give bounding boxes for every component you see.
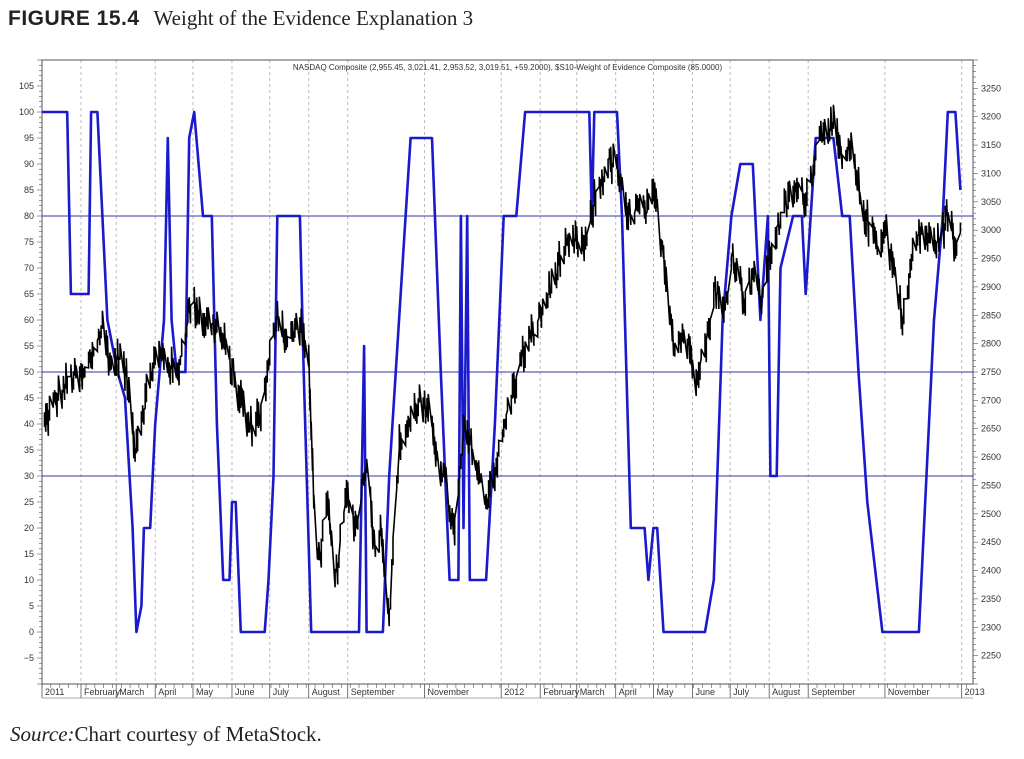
left-axis-tick-label: 95 <box>24 133 34 143</box>
left-axis-tick-label: 60 <box>24 315 34 325</box>
date-axis-label: May <box>196 687 214 697</box>
left-axis-tick-label: 50 <box>24 367 34 377</box>
date-axis-label: April <box>619 687 637 697</box>
date-axis-label: February <box>543 687 580 697</box>
left-axis-tick-label: 75 <box>24 237 34 247</box>
nasdaq-composite-price-line <box>43 104 962 627</box>
date-axis-label: March <box>580 687 605 697</box>
right-axis-tick-label: 2900 <box>981 282 1001 292</box>
left-axis-tick-label: −5 <box>24 653 34 663</box>
figure-source: Source:Chart courtesy of MetaStock. <box>10 722 322 747</box>
date-axis-label: November <box>427 687 469 697</box>
right-axis-tick-label: 2250 <box>981 651 1001 661</box>
right-axis-tick-label: 3100 <box>981 168 1001 178</box>
left-axis-tick-label: 30 <box>24 471 34 481</box>
right-axis-tick-label: 2500 <box>981 509 1001 519</box>
date-axis-label: August <box>772 687 801 697</box>
date-axis-label: July <box>273 687 290 697</box>
date-axis-label: 2012 <box>504 687 524 697</box>
right-axis-tick-label: 2400 <box>981 566 1001 576</box>
right-axis-tick-label: 2300 <box>981 622 1001 632</box>
date-axis-label: February <box>84 687 121 697</box>
chart-title: NASDAQ Composite (2,955.45, 3,021.41, 2,… <box>293 63 723 72</box>
date-axis-label: June <box>235 687 255 697</box>
date-axis-label: September <box>351 687 395 697</box>
right-axis-tick-label: 2550 <box>981 480 1001 490</box>
left-axis-tick-label: 40 <box>24 419 34 429</box>
left-axis-tick-label: 25 <box>24 497 34 507</box>
date-axis-label: July <box>733 687 750 697</box>
date-axis-label: 2011 <box>45 687 64 697</box>
date-axis-label: June <box>695 687 715 697</box>
date-axis-label: March <box>119 687 144 697</box>
right-axis-tick-label: 2700 <box>981 395 1001 405</box>
right-axis-tick-label: 3050 <box>981 197 1001 207</box>
date-axis-label: September <box>811 687 855 697</box>
right-axis-tick-label: 2850 <box>981 310 1001 320</box>
right-axis-tick-label: 3250 <box>981 83 1001 93</box>
left-axis-tick-label: 90 <box>24 159 34 169</box>
date-axis-label: August <box>312 687 341 697</box>
left-axis-tick-label: 35 <box>24 445 34 455</box>
date-axis-label: November <box>888 687 930 697</box>
left-axis-tick-label: 0 <box>29 627 34 637</box>
right-axis-tick-label: 3000 <box>981 225 1001 235</box>
left-axis-tick-label: 100 <box>19 107 34 117</box>
right-axis-tick-label: 2750 <box>981 367 1001 377</box>
right-axis-tick-label: 2950 <box>981 254 1001 264</box>
right-axis-tick-label: 2600 <box>981 452 1001 462</box>
right-axis-tick-label: 2800 <box>981 339 1001 349</box>
left-axis-tick-label: 45 <box>24 393 34 403</box>
left-axis-tick-label: 55 <box>24 341 34 351</box>
right-axis-tick-label: 2450 <box>981 537 1001 547</box>
left-axis-tick-label: 80 <box>24 211 34 221</box>
left-axis-tick-label: 15 <box>24 549 34 559</box>
figure-label: FIGURE 15.4 <box>8 7 140 30</box>
left-axis-tick-label: 10 <box>24 575 34 585</box>
date-axis-label: 2013 <box>965 687 985 697</box>
right-axis-tick-label: 2650 <box>981 424 1001 434</box>
source-label: Source: <box>10 722 75 746</box>
source-text: Chart courtesy of MetaStock. <box>74 722 322 746</box>
left-axis-tick-label: 5 <box>29 601 34 611</box>
figure-title: FIGURE 15.4 Weight of the Evidence Explan… <box>8 6 473 31</box>
right-axis-tick-label: 3200 <box>981 112 1001 122</box>
date-axis-label: April <box>158 687 176 697</box>
date-axis-label: May <box>656 687 674 697</box>
left-axis-tick-label: 85 <box>24 185 34 195</box>
left-axis-tick-label: 20 <box>24 523 34 533</box>
right-axis-tick-label: 2350 <box>981 594 1001 604</box>
left-axis-tick-label: 65 <box>24 289 34 299</box>
right-axis-tick-label: 3150 <box>981 140 1001 150</box>
left-axis-tick-label: 105 <box>19 81 34 91</box>
left-axis-tick-label: 70 <box>24 263 34 273</box>
weight-of-evidence-line <box>42 110 962 634</box>
figure-title-text: Weight of the Evidence Explanation 3 <box>153 6 474 30</box>
